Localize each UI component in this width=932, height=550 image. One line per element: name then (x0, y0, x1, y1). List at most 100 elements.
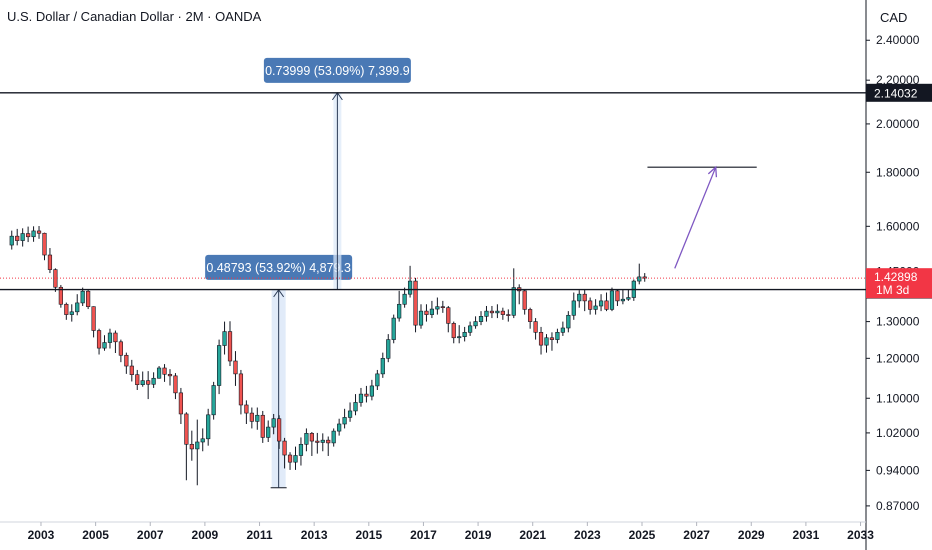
candle-body (538, 332, 544, 346)
candle-body (64, 303, 69, 315)
candle-body (189, 443, 194, 450)
candle-body (249, 412, 254, 422)
candle-body (397, 303, 402, 319)
y-tick-label: 1.60000 (876, 219, 920, 233)
y-tick-label: 1.02000 (876, 426, 920, 440)
candle-body (391, 317, 396, 340)
candle-body (500, 310, 505, 315)
candle-body (222, 331, 227, 346)
drawings[interactable] (0, 92, 866, 291)
y-tick-label: 2.20000 (876, 73, 920, 87)
candle-body (227, 331, 233, 362)
candle-body (364, 393, 369, 397)
candles (9, 226, 647, 486)
measure-label: 0.48793 (53.92%) 4,879.3 (206, 261, 351, 275)
candle-body (446, 307, 451, 324)
candle-body (216, 345, 222, 386)
candle-body (462, 332, 467, 337)
projection-arrow-head (707, 165, 718, 178)
candle-body (511, 287, 516, 316)
candle-body (478, 316, 484, 322)
candle-body (331, 430, 336, 444)
candle-body (637, 276, 642, 282)
candle-body (326, 439, 331, 444)
x-tick-label: 2031 (793, 528, 820, 542)
candle-body (418, 310, 424, 326)
candle-body (626, 297, 631, 300)
x-tick-label: 2005 (82, 528, 109, 542)
candle-body (320, 439, 325, 443)
candle-body (451, 323, 456, 339)
candle-body (140, 380, 145, 385)
candle-body (293, 455, 298, 463)
candle-body (282, 440, 287, 456)
candle-body (468, 325, 473, 333)
y-tick-label: 0.94000 (876, 463, 920, 477)
x-tick-label: 2029 (738, 528, 765, 542)
x-tick-label: 2003 (28, 528, 55, 542)
candle-body (271, 418, 276, 428)
candle-body (146, 380, 151, 385)
candle-body (598, 300, 604, 307)
candle-body (582, 293, 587, 302)
candle-body (211, 385, 216, 416)
candle-body (42, 232, 47, 256)
measurement-tools[interactable]: 0.48793 (53.92%) 4,879.3 0.73999 (53.09%)… (205, 57, 411, 489)
candle-body (156, 367, 162, 379)
x-tick-label: 2021 (519, 528, 546, 542)
candle-body (337, 423, 342, 432)
candle-body (255, 414, 260, 422)
candle-body (244, 404, 249, 414)
candle-body (277, 418, 282, 442)
projection-arrow-shaft[interactable] (674, 166, 717, 269)
candle-body (58, 286, 63, 305)
candle-body (304, 433, 309, 445)
candle-body (129, 365, 134, 375)
candle-body (75, 302, 80, 313)
candle-body (566, 314, 571, 329)
candle-body (402, 293, 407, 305)
x-tick-label: 2013 (301, 528, 328, 542)
candle-body (386, 339, 391, 359)
x-tick-label: 2023 (574, 528, 601, 542)
candle-body (544, 337, 549, 346)
candle-body (15, 235, 20, 241)
y-tick-label: 1.20000 (876, 351, 920, 365)
y-tick-label: 1.80000 (876, 165, 920, 179)
chart-title: U.S. Dollar / Canadian Dollar · 2M · OAN… (7, 9, 262, 24)
candle-body (206, 414, 211, 440)
current-price-tag-box (866, 268, 932, 299)
candle-body (560, 327, 565, 333)
candle-body (380, 358, 385, 375)
x-tick-label: 2011 (247, 528, 273, 542)
y-tick-label: 1.30000 (876, 315, 920, 329)
candle-body (522, 290, 527, 310)
candle-body (495, 310, 500, 314)
candle-body (233, 360, 238, 375)
x-tick-label: 2019 (465, 528, 492, 542)
currency-label: CAD (880, 10, 908, 25)
candle-body (184, 413, 189, 445)
candle-body (200, 438, 205, 443)
candle-body (96, 330, 102, 349)
candle-body (266, 426, 271, 438)
candle-body (588, 300, 593, 310)
y-tick-label: 0.87000 (876, 499, 920, 513)
candle-body (91, 306, 96, 331)
candle-body (429, 308, 435, 315)
candle-body (593, 305, 598, 310)
candle-body (369, 385, 374, 397)
candle-body (113, 332, 118, 343)
candle-body (195, 441, 200, 450)
candle-body (260, 414, 265, 438)
candle-body (309, 433, 314, 442)
candle-body (353, 402, 358, 412)
measure-label-box[interactable] (205, 254, 353, 280)
y-tick-label: 1.10000 (876, 391, 920, 405)
measure-label-box[interactable] (263, 57, 411, 83)
candle-body (407, 280, 413, 295)
candle-body (528, 309, 533, 322)
candle-body (162, 367, 167, 375)
candle-body (424, 310, 429, 315)
